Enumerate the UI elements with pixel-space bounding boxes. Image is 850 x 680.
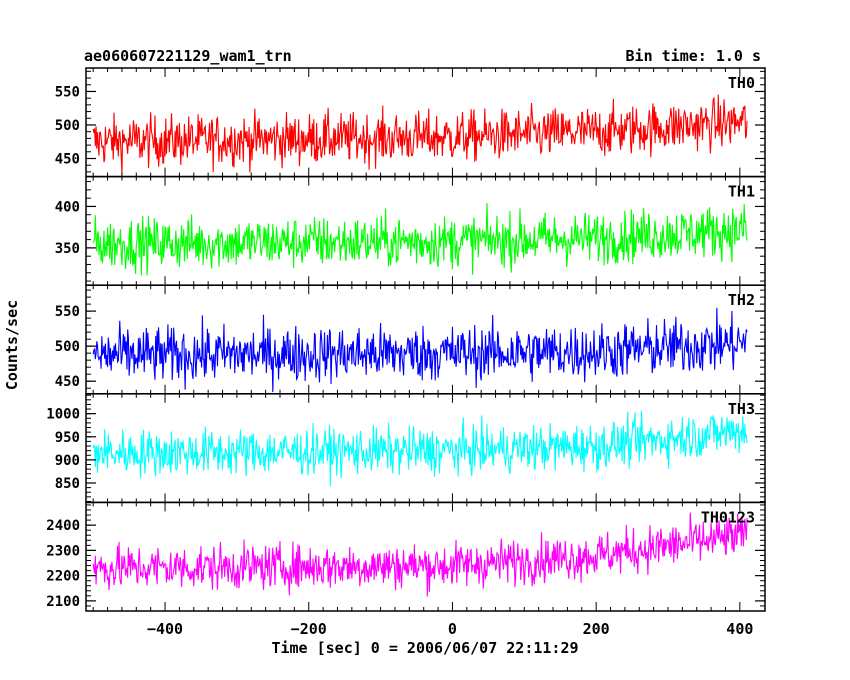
panel-th3: 850 900 950 1000 TH3 <box>46 393 766 504</box>
panel-label: TH0 <box>728 74 755 92</box>
series-line-th2 <box>92 307 748 392</box>
y-tick-label: 2200 <box>46 569 80 585</box>
x-tick-label: 400 <box>726 620 753 638</box>
panel-th2: 450 500 550 TH2 <box>55 284 766 395</box>
panel-th0123: 2100 2200 2300 2400 TH0123 <box>46 501 766 612</box>
x-tick-label: −400 <box>147 620 183 638</box>
y-tick-label: 2400 <box>46 518 80 534</box>
y-tick-label: 1000 <box>46 407 80 423</box>
y-axis-label: Counts/sec <box>3 300 21 390</box>
y-tick-label: 550 <box>55 84 80 100</box>
y-tick-label: 450 <box>55 374 80 390</box>
y-tick-label: 2100 <box>46 594 80 610</box>
panel-frame <box>85 501 766 612</box>
series-line-th0123 <box>92 512 748 597</box>
panels-group: 450 500 550 TH0 350 400 TH1 450 500 550 TH2 850 900 9… <box>46 67 766 612</box>
panel-th1: 350 400 TH1 <box>55 175 766 286</box>
y-tick-label: 850 <box>55 476 80 492</box>
x-tick-label: 0 <box>448 620 457 638</box>
panel-th0: 450 500 550 TH0 <box>55 67 766 178</box>
series-line-th1 <box>92 202 748 276</box>
panel-label: TH1 <box>728 183 755 201</box>
bin-time-label: Bin time: 1.0 s <box>626 47 761 65</box>
y-tick-label: 500 <box>55 118 80 134</box>
x-axis-label: Time [sec] 0 = 2006/06/07 22:11:29 <box>271 639 578 657</box>
series-line-th3 <box>92 410 748 487</box>
panel-frame <box>85 393 766 504</box>
x-tick-label: 200 <box>583 620 610 638</box>
panel-frame <box>85 67 766 178</box>
series-line-th0 <box>92 94 748 175</box>
y-tick-label: 2300 <box>46 543 80 559</box>
y-tick-label: 550 <box>55 304 80 320</box>
y-tick-label: 900 <box>55 453 80 469</box>
y-tick-label: 350 <box>55 241 80 257</box>
panel-label: TH0123 <box>701 508 755 526</box>
panel-label: TH2 <box>728 291 755 309</box>
panel-label: TH3 <box>728 400 755 418</box>
y-tick-label: 400 <box>55 199 80 215</box>
x-axis: −400 −200 0 200 400 <box>147 620 753 638</box>
chart-title: ae060607221129_wam1_trn <box>84 47 292 65</box>
y-tick-label: 450 <box>55 152 80 168</box>
y-tick-label: 500 <box>55 339 80 355</box>
x-tick-label: −200 <box>291 620 327 638</box>
y-tick-label: 950 <box>55 430 80 446</box>
